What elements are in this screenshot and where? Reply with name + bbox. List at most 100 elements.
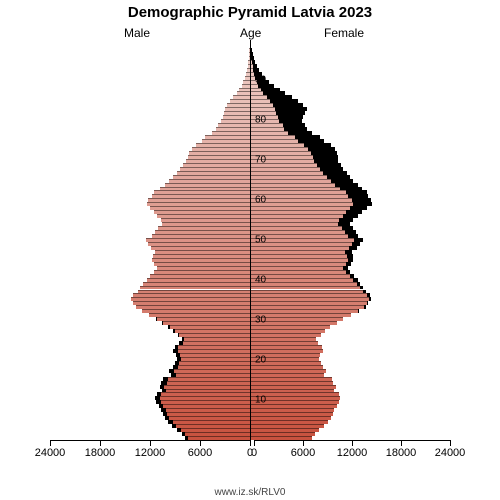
x-tick-label: 6000	[291, 447, 315, 459]
x-tick-label: 0	[251, 447, 257, 459]
male-bar-row	[50, 317, 250, 321]
male-bar-row	[50, 80, 250, 84]
female-bar-row	[250, 286, 450, 290]
x-tick-label: 24000	[435, 447, 466, 459]
female-bar-row	[250, 365, 450, 369]
female-bar-row	[250, 373, 450, 377]
female-bar-row	[250, 404, 450, 408]
male-bar-row	[50, 163, 250, 167]
female-bar-row	[250, 56, 450, 60]
female-bar-row	[250, 321, 450, 325]
female-bar-row	[250, 151, 450, 155]
male-bar-row	[50, 183, 250, 187]
male-bar-row	[50, 159, 250, 163]
y-tick-label: 60	[255, 195, 266, 206]
male-bar-row	[50, 155, 250, 159]
female-bar-row	[250, 147, 450, 151]
male-bar-row	[50, 357, 250, 361]
center-axis	[250, 40, 251, 440]
x-tick-label: 12000	[135, 447, 166, 459]
male-bar-row	[50, 325, 250, 329]
male-bar-row	[50, 290, 250, 294]
female-bar-row	[250, 381, 450, 385]
female-bar-row	[250, 155, 450, 159]
female-bar-row	[250, 416, 450, 420]
female-bar-row	[250, 254, 450, 258]
male-bar-row	[50, 246, 250, 250]
male-bar-row	[50, 198, 250, 202]
female-bar-row	[250, 361, 450, 365]
female-bar-row	[250, 131, 450, 135]
male-bar-row	[50, 369, 250, 373]
male-bar-row	[50, 392, 250, 396]
female-bar-row	[250, 293, 450, 297]
male-bar-row	[50, 266, 250, 270]
male-bar-row	[50, 91, 250, 95]
female-bar-row	[250, 317, 450, 321]
female-bar-row	[250, 412, 450, 416]
female-bar-row	[250, 345, 450, 349]
female-bar-row	[250, 64, 450, 68]
female-bar-row	[250, 68, 450, 72]
male-bar-row	[50, 258, 250, 262]
female-bar-row	[250, 190, 450, 194]
male-bar-row	[50, 234, 250, 238]
male-bar-row	[50, 175, 250, 179]
female-bar-row	[250, 111, 450, 115]
female-bar-row	[250, 333, 450, 337]
female-bar-row	[250, 103, 450, 107]
y-tick-label: 20	[255, 355, 266, 366]
y-tick-label: 90	[255, 75, 266, 86]
male-bar-row	[50, 337, 250, 341]
female-bar-row	[250, 424, 450, 428]
female-bar-row	[250, 305, 450, 309]
male-bar-row	[50, 179, 250, 183]
male-bar-row	[50, 95, 250, 99]
female-label: Female	[324, 26, 364, 40]
male-bar-row	[50, 107, 250, 111]
male-bar-row	[50, 250, 250, 254]
female-bar-row	[250, 88, 450, 92]
male-bar-row	[50, 123, 250, 127]
y-tick-label: 80	[255, 115, 266, 126]
male-bar-row	[50, 218, 250, 222]
chart-footer: www.iz.sk/RLV0	[0, 487, 500, 498]
male-bar-row	[50, 377, 250, 381]
male-bar-row	[50, 297, 250, 301]
female-bar-row	[250, 234, 450, 238]
female-bar-row	[250, 72, 450, 76]
y-tick-label: 10	[255, 395, 266, 406]
female-bar-row	[250, 377, 450, 381]
male-bar-row	[50, 139, 250, 143]
female-bar-row	[250, 123, 450, 127]
male-bar-row	[50, 365, 250, 369]
female-bar-row	[250, 349, 450, 353]
female-bar-row	[250, 238, 450, 242]
female-bar-row	[250, 408, 450, 412]
male-bar-row	[50, 389, 250, 393]
male-bar-row	[50, 396, 250, 400]
male-bar-row	[50, 135, 250, 139]
chart-title: Demographic Pyramid Latvia 2023	[0, 4, 500, 21]
male-bar-row	[50, 424, 250, 428]
male-bar-row	[50, 60, 250, 64]
y-tick-label: 50	[255, 235, 266, 246]
male-bar-row	[50, 385, 250, 389]
male-bar-row	[50, 353, 250, 357]
male-bar-row	[50, 206, 250, 210]
female-bar-row	[250, 115, 450, 119]
male-bars	[50, 40, 250, 440]
male-bar-row	[50, 190, 250, 194]
male-bar-row	[50, 147, 250, 151]
male-bar-row	[50, 238, 250, 242]
male-bar-row	[50, 187, 250, 191]
male-bar-row	[50, 293, 250, 297]
female-bar-row	[250, 80, 450, 84]
female-bar-row	[250, 143, 450, 147]
male-bar-row	[50, 202, 250, 206]
x-tick-label: 18000	[85, 447, 116, 459]
y-tick-label: 40	[255, 275, 266, 286]
male-bar-row	[50, 131, 250, 135]
female-bars	[250, 40, 450, 440]
male-bar-row	[50, 214, 250, 218]
